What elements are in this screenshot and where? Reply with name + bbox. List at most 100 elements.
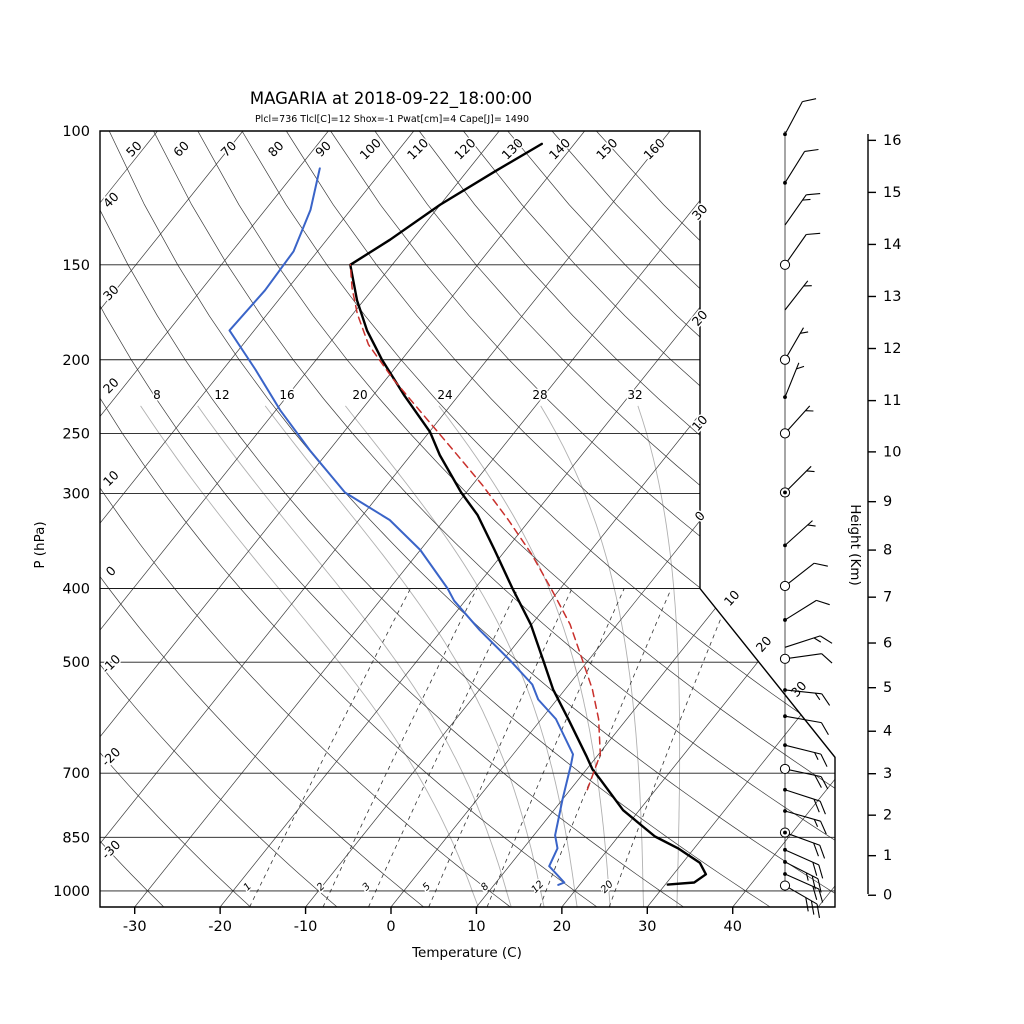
dry-adiabat-label-top: 110 xyxy=(404,135,432,163)
barb-base-dot xyxy=(783,490,787,495)
height-tick-label: 4 xyxy=(883,724,892,740)
mixing-ratio-line xyxy=(249,588,411,907)
wind-barb xyxy=(779,232,821,270)
dry-adiabat-label-left: 10 xyxy=(100,467,122,489)
barb-base-dot xyxy=(783,688,787,692)
height-tick-label: 7 xyxy=(883,590,892,606)
dry-adiabat-line xyxy=(463,131,835,907)
wind-barb xyxy=(783,599,830,622)
moist-adiabat-label: 32 xyxy=(627,388,642,402)
wind-barb xyxy=(783,809,827,835)
mixing-ratio-line xyxy=(539,588,672,907)
pressure-tick-label: 700 xyxy=(62,766,90,782)
isotherm-line xyxy=(476,131,835,907)
dewpoint-curve xyxy=(228,167,574,886)
dry-adiabat-label-top: 90 xyxy=(312,138,334,160)
moist-adiabat-label: 16 xyxy=(279,388,294,402)
moist-adiabat-label: 28 xyxy=(532,388,547,402)
parcel-curve xyxy=(349,264,602,791)
temperature-curve xyxy=(349,142,708,886)
x-axis-tick-label: 30 xyxy=(638,919,656,935)
dry-adiabat-label-left: 40 xyxy=(100,189,122,211)
dry-adiabat-line xyxy=(100,131,511,907)
barb-base-dot xyxy=(783,395,787,400)
isotherm-line xyxy=(100,131,415,907)
wind-barb xyxy=(779,405,814,439)
barb-base-dot xyxy=(783,809,787,813)
moist-adiabat-label: 24 xyxy=(437,388,452,402)
dry-adiabat-line xyxy=(596,131,835,907)
moist-adiabat-line xyxy=(637,405,681,907)
dry-adiabat-line xyxy=(241,131,835,907)
isotherm-line xyxy=(100,131,500,907)
dry-adiabat-label-top: 100 xyxy=(357,135,385,163)
dry-adiabat-line xyxy=(153,131,835,907)
pressure-tick-label: 500 xyxy=(62,655,90,671)
wind-barb xyxy=(779,327,809,365)
isotherm-line xyxy=(100,131,671,907)
wind-barbs-layer xyxy=(779,98,833,918)
dry-adiabat-line xyxy=(507,131,835,907)
wind-barb xyxy=(779,827,826,859)
dry-adiabat-label-top: 140 xyxy=(546,135,574,163)
wind-barb xyxy=(779,465,815,498)
x-axis-tick-label: -20 xyxy=(208,919,232,935)
height-tick-label: 3 xyxy=(883,766,892,782)
moist-adiabat-line xyxy=(345,405,578,907)
dry-adiabat-label-top: 80 xyxy=(265,138,287,160)
sounding-layer xyxy=(228,142,708,886)
pressure-axis-title: P (hPa) xyxy=(32,521,48,568)
barb-base-dot xyxy=(783,543,787,548)
x-axis-tick-label: 40 xyxy=(723,919,741,935)
dry-adiabat-line xyxy=(100,131,251,907)
wind-barb xyxy=(783,847,824,879)
barb-base-circle xyxy=(779,428,791,439)
pressure-tick-label: 100 xyxy=(62,124,90,140)
barb-base-circle xyxy=(779,653,791,664)
dry-adiabat-line xyxy=(374,131,835,907)
dry-adiabat-line xyxy=(100,131,165,907)
dry-adiabat-line xyxy=(100,131,771,907)
plot-labels-layer: 50 60 70 80 90 100 110 120 130 140 150 160403020100… xyxy=(97,134,811,898)
pressure-tick-label: 250 xyxy=(62,426,90,442)
wind-barb xyxy=(784,280,812,311)
barb-base-dot xyxy=(783,787,787,792)
pressure-tick-label: 850 xyxy=(62,830,90,846)
isotherm-line xyxy=(219,131,835,907)
x-axis-title: Temperature (C) xyxy=(411,945,522,961)
x-axis-tick-label: 20 xyxy=(553,919,571,935)
moist-adiabat-line xyxy=(140,405,479,907)
x-axis-tick-label: -30 xyxy=(123,919,147,935)
dry-adiabat-line xyxy=(100,131,424,907)
barb-base-dot xyxy=(783,132,787,137)
height-tick-label: 0 xyxy=(883,888,892,904)
dry-adiabat-label-top: 130 xyxy=(498,135,526,163)
wind-barb xyxy=(783,520,816,548)
mixing-ratio-label: 2 xyxy=(315,881,327,893)
isotherm-line xyxy=(134,131,756,907)
chart-title: MAGARIA at 2018-09-22_18:00:00 xyxy=(250,89,532,109)
height-tick-label: 13 xyxy=(883,289,901,305)
isotherm-line xyxy=(732,131,835,907)
pressure-tick-label: 150 xyxy=(62,258,90,274)
barb-base-circle xyxy=(779,354,791,365)
chart-subtitle: Plcl=736 Tlcl[C]=12 Shox=-1 Pwat[cm]=4 C… xyxy=(255,114,529,125)
x-axis-tick-label: -10 xyxy=(294,919,318,935)
moist-adiabat-label: 12 xyxy=(214,388,229,402)
plot-border xyxy=(99,130,836,908)
height-tick-label: 1 xyxy=(883,848,892,864)
mixing-ratio-line xyxy=(608,588,734,907)
height-tick-label: 16 xyxy=(883,133,901,149)
dry-adiabat-label-top: 50 xyxy=(123,138,145,160)
wind-barb xyxy=(783,362,805,400)
dry-adiabat-line xyxy=(100,131,338,907)
height-tick-label: 14 xyxy=(883,237,901,253)
isotherm-line xyxy=(305,131,835,907)
height-tick-label: 11 xyxy=(883,393,901,409)
mixing-ratio-label: 20 xyxy=(599,879,616,896)
barb-base-dot xyxy=(783,830,787,835)
moist-adiabat-line xyxy=(540,405,644,907)
mixing-ratio-label: 1 xyxy=(242,881,254,893)
dry-adiabat-line xyxy=(197,131,835,907)
pressure-tick-label: 200 xyxy=(62,353,90,369)
